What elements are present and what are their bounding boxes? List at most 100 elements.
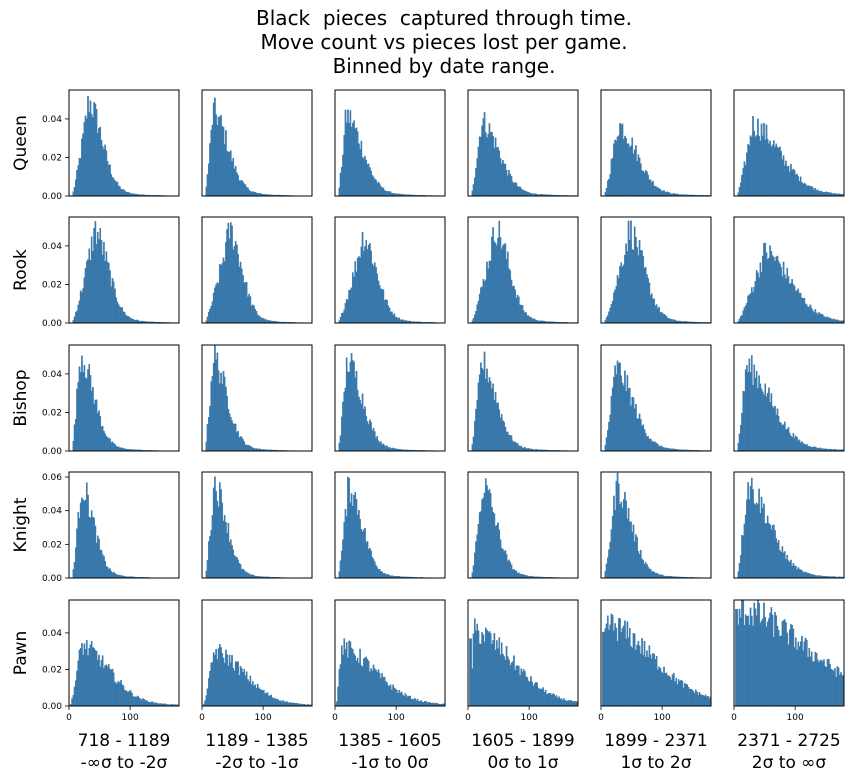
y-tick-label: 0.02 xyxy=(42,408,62,418)
panel-frame xyxy=(334,89,446,197)
panel-frame xyxy=(201,89,313,197)
panel-frame xyxy=(334,471,446,579)
y-tick-label: 0.02 xyxy=(42,280,62,290)
chart-title-line-3: Binned by date range. xyxy=(332,54,556,78)
panel-knight-5 xyxy=(600,471,712,579)
panel-queen-1: 0.00 0.02 0.04 xyxy=(42,89,180,202)
panel-frame xyxy=(68,216,180,324)
column-label-sigma: 2σ to ∞σ xyxy=(752,753,827,773)
panel-frame xyxy=(733,344,845,452)
panel-frame xyxy=(201,344,313,452)
panel-rook-4 xyxy=(467,216,579,324)
panel-frame xyxy=(600,89,712,197)
panel-pawn-3: 0 100 xyxy=(332,599,446,723)
column-label-sigma: -2σ to -1σ xyxy=(215,753,299,773)
panel-knight-6 xyxy=(733,471,845,579)
column-label-range: 718 - 1189 xyxy=(78,731,171,751)
chart-title-line-1: Black pieces captured through time. xyxy=(256,6,632,30)
y-tick-label: 0.04 xyxy=(42,370,62,380)
chart-title: Black pieces captured through time. Move… xyxy=(0,6,858,78)
row-label-knight: Knight xyxy=(11,497,31,552)
panel-rook-1: 0.00 0.02 0.04 xyxy=(42,216,180,329)
panel-frame xyxy=(733,89,845,197)
x-tick-label: 100 xyxy=(122,713,139,723)
panel-knight-1: 0.00 0.02 0.04 0.06 xyxy=(42,471,180,584)
y-tick-label: 0.04 xyxy=(42,507,62,517)
panel-knight-4 xyxy=(467,471,579,579)
panel-frame xyxy=(68,471,180,579)
panel-pawn-6: 0 100 xyxy=(731,599,845,723)
chart-title-line-2: Move count vs pieces lost per game. xyxy=(260,30,628,54)
panel-frame xyxy=(201,471,313,579)
x-tick-label: 0 xyxy=(598,713,604,723)
panel-frame xyxy=(68,599,180,707)
panel-bishop-2 xyxy=(201,344,313,452)
column-label-sigma: -1σ to 0σ xyxy=(351,753,428,773)
panel-frame xyxy=(68,344,180,452)
x-tick-label: 100 xyxy=(654,713,671,723)
y-tick-label: 0.06 xyxy=(42,473,62,483)
y-tick-label: 0.00 xyxy=(42,574,62,584)
panel-bishop-3 xyxy=(334,344,446,452)
y-tick-label: 0.02 xyxy=(42,153,62,163)
panel-pawn-4: 0 100 xyxy=(465,599,579,723)
x-tick-label: 100 xyxy=(521,713,538,723)
panel-frame xyxy=(334,216,446,324)
x-tick-label: 0 xyxy=(332,713,338,723)
panel-knight-2 xyxy=(201,471,313,579)
y-tick-label: 0.00 xyxy=(42,447,62,457)
column-label-range: 1189 - 1385 xyxy=(205,731,308,751)
panel-pawn-2: 0 100 xyxy=(199,599,313,723)
row-label-queen: Queen xyxy=(11,115,31,171)
panel-rook-6 xyxy=(733,216,845,324)
column-label-range: 1385 - 1605 xyxy=(338,731,441,751)
y-tick-label: 0.00 xyxy=(42,702,62,712)
panel-bishop-4 xyxy=(467,344,579,452)
x-tick-label: 0 xyxy=(465,713,471,723)
panel-bishop-5 xyxy=(600,344,712,452)
column-label-range: 1899 - 2371 xyxy=(604,731,707,751)
panel-bishop-6 xyxy=(733,344,845,452)
x-tick-label: 100 xyxy=(787,713,804,723)
x-tick-label: 0 xyxy=(731,713,737,723)
panel-frame xyxy=(600,344,712,452)
panel-bishop-1: 0.00 0.02 0.04 xyxy=(42,344,180,457)
panel-frame xyxy=(733,471,845,579)
panel-frame xyxy=(68,89,180,197)
y-tick-label: 0.00 xyxy=(42,192,62,202)
panel-knight-3 xyxy=(334,471,446,579)
column-label-range: 2371 - 2725 xyxy=(737,731,840,751)
panel-rook-5 xyxy=(600,216,712,324)
y-tick-label: 0.04 xyxy=(42,242,62,252)
y-tick-label: 0.04 xyxy=(42,629,62,639)
column-label-range: 1605 - 1899 xyxy=(471,731,574,751)
panel-queen-5 xyxy=(600,89,712,197)
panel-rook-2 xyxy=(201,216,313,324)
y-tick-label: 0.02 xyxy=(42,665,62,675)
row-label-rook: Rook xyxy=(11,249,31,291)
panel-frame xyxy=(334,344,446,452)
column-label-sigma: 1σ to 2σ xyxy=(620,753,691,773)
column-label-sigma: -∞σ to -2σ xyxy=(81,753,168,773)
panel-frame xyxy=(334,599,446,707)
panel-frame xyxy=(467,599,579,707)
x-tick-label: 0 xyxy=(199,713,205,723)
y-tick-label: 0.00 xyxy=(42,319,62,329)
panel-frame xyxy=(733,599,845,707)
panel-frame xyxy=(201,599,313,707)
panel-frame xyxy=(733,216,845,324)
panel-frame xyxy=(600,471,712,579)
x-tick-label: 100 xyxy=(388,713,405,723)
panel-queen-4 xyxy=(467,89,579,197)
y-tick-label: 0.04 xyxy=(42,115,62,125)
panel-frame xyxy=(467,344,579,452)
panel-frame xyxy=(467,216,579,324)
y-tick-label: 0.02 xyxy=(42,540,62,550)
x-tick-label: 100 xyxy=(255,713,272,723)
panel-frame xyxy=(201,216,313,324)
panel-queen-2 xyxy=(201,89,313,197)
row-label-pawn: Pawn xyxy=(11,631,31,676)
panel-frame xyxy=(467,471,579,579)
panel-pawn-5: 0 100 xyxy=(598,599,712,723)
